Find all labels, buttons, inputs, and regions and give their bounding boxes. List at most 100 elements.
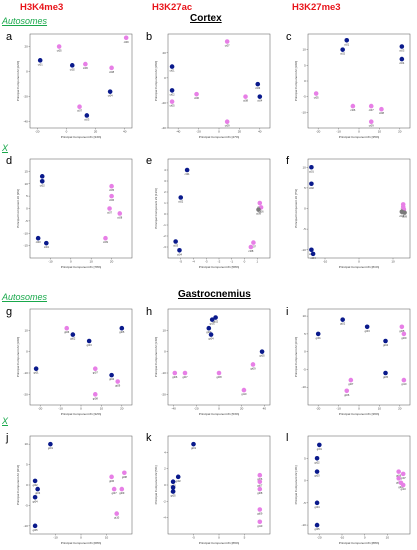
y-tick-label: -20 <box>161 392 166 396</box>
data-point <box>44 240 49 246</box>
y-tick-label: -10 <box>23 231 28 235</box>
y-tick-label: -10 <box>23 524 28 528</box>
data-point <box>257 507 263 512</box>
x-tick-label: 20 <box>240 407 244 411</box>
x-tick-label: 10 <box>378 130 382 134</box>
y-tick-label: -3 <box>163 245 166 249</box>
data-point <box>257 519 263 525</box>
x-tick-label: 5 <box>244 536 246 540</box>
data-point <box>399 324 405 330</box>
plot-frame <box>167 308 271 406</box>
data-point <box>250 362 256 367</box>
data-point <box>309 181 314 187</box>
x-tick-label: 0 <box>358 260 360 264</box>
y-tick-label: -5 <box>303 227 306 231</box>
y-tick-label: 20 <box>162 51 166 55</box>
data-point <box>257 472 263 478</box>
panel-label-k: k <box>146 432 152 444</box>
section-label-x: X <box>2 143 9 153</box>
point-label: ct06 <box>350 108 355 112</box>
x-tick-label: 20 <box>398 130 402 134</box>
point-label: gt10 <box>257 524 263 528</box>
plot-frame <box>167 33 271 129</box>
plot-frame <box>29 33 133 129</box>
point-label: gt02 <box>70 337 76 341</box>
data-point <box>383 338 388 344</box>
data-point <box>33 366 39 372</box>
y-tick-label: 1 <box>164 201 166 205</box>
y-tick-label: -2 <box>163 234 166 238</box>
y-tick-label: 20 <box>24 45 28 49</box>
data-point <box>109 372 114 378</box>
point-label: ct03 <box>255 86 260 90</box>
data-point <box>69 63 75 68</box>
point-label: ct08 <box>248 249 253 253</box>
point-label: gt04 <box>209 337 215 341</box>
point-label: ct09 <box>256 212 261 216</box>
x-tick-label: 10 <box>100 407 104 411</box>
data-point <box>314 455 320 461</box>
data-point <box>37 58 43 63</box>
point-label: ct07 <box>369 108 374 112</box>
data-point <box>399 56 405 62</box>
data-point <box>350 103 356 109</box>
y-axis-label: Principal Component #2 [11%] <box>16 465 20 505</box>
data-point <box>340 47 345 52</box>
plot-frame <box>29 308 133 406</box>
y-axis-label: Principal Component #2 [19%] <box>16 337 20 378</box>
point-label: gt02 <box>213 320 219 324</box>
point-label: gt01 <box>317 447 323 451</box>
point-label: ct08 <box>243 99 248 103</box>
point-label: ct03 <box>399 49 404 53</box>
data-point <box>209 317 215 322</box>
data-point <box>48 441 53 447</box>
point-label: ct02 <box>170 92 175 96</box>
panel-label-i: i <box>286 306 289 318</box>
y-tick-label: 5 <box>304 63 306 67</box>
x-tick-label: 10 <box>386 536 390 540</box>
data-point <box>396 476 401 481</box>
data-point <box>170 485 176 490</box>
point-label: gt04 <box>315 505 321 509</box>
y-tick-label: 15 <box>24 169 28 173</box>
x-tick-label: -40 <box>176 130 181 134</box>
point-label: ct08 <box>379 111 384 115</box>
data-point <box>32 494 38 500</box>
data-point <box>119 325 125 331</box>
y-axis-label: Principal Component #2 [4%] <box>294 465 298 504</box>
data-point <box>194 91 199 97</box>
x-tick-label: -10 <box>48 260 53 264</box>
panel-label-d: d <box>6 155 13 167</box>
point-label: ct05 <box>109 188 114 192</box>
x-tick-label: 0 <box>358 130 360 134</box>
data-point <box>119 486 125 492</box>
data-point <box>309 247 314 253</box>
y-tick-label: -10 <box>23 371 28 375</box>
point-label: ct04 <box>108 94 113 98</box>
point-label: gt01 <box>316 336 322 340</box>
pca-panel-k: -5 0 5 -4 -2 0 2 4 Principal Component #1 [86%] P… <box>154 435 271 545</box>
data-point <box>114 511 119 516</box>
y-axis-label: Principal Component #2 [13%] <box>154 188 158 229</box>
data-point <box>243 94 248 99</box>
data-point <box>309 164 314 170</box>
y-tick-label: -40 <box>161 126 166 130</box>
x-axis-label: Principal Component #1 [35%] <box>339 135 380 139</box>
x-axis-label: Principal Component #1 [34%] <box>61 135 102 139</box>
point-label: ct09 <box>369 124 374 128</box>
y-axis-label: Principal Component #2 [9%] <box>16 189 20 228</box>
point-label: gt08 <box>122 475 128 479</box>
point-label: ct02 <box>70 67 75 71</box>
data-point <box>184 167 190 173</box>
x-tick-label: 10 <box>391 260 395 264</box>
point-label: ct03 <box>84 117 89 121</box>
pca-panel-e: -5 -4 -3 -2 -1 0 1 -3 -2 -1 0 1 2 3 4 Principal Compone… <box>154 158 271 269</box>
point-label: ct03 <box>36 240 41 244</box>
data-point <box>172 370 178 376</box>
col-title-h3k27me3: H3K27me3 <box>292 2 341 13</box>
plot-frame <box>307 435 411 535</box>
point-label: ct02 <box>340 52 345 56</box>
y-tick-label: 10 <box>24 328 28 332</box>
